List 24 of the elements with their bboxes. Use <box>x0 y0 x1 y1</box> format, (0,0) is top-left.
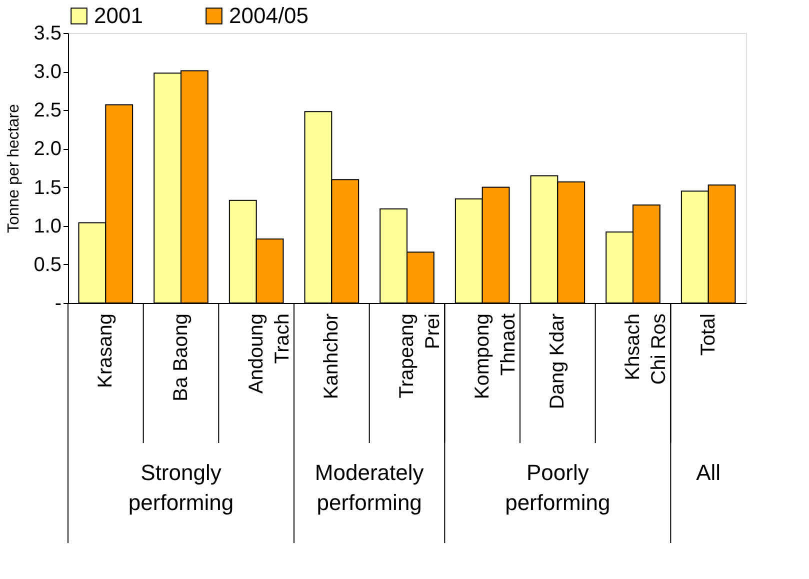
y-tick-label: 3.5 <box>34 22 62 44</box>
y-tick-label: 0.5 <box>34 254 62 276</box>
x-tick-label: Trapeang Prei <box>396 314 444 398</box>
x-tick-label: Kompong Thnaot <box>471 313 520 400</box>
text: All <box>696 460 721 485</box>
legend-label: 2004/05 <box>229 3 309 28</box>
y-tick-label: 2.0 <box>34 138 62 160</box>
x-tick-label: Krasang <box>94 314 117 388</box>
y-tick-label: 2.5 <box>34 100 62 122</box>
text: Strongly performing <box>128 460 234 515</box>
x-tick-label: Dang Kdar <box>546 313 569 410</box>
y-axis-title: Tonne per hectare <box>6 104 23 233</box>
y-tick-label: 1.0 <box>34 215 62 238</box>
y-tick-label: 3.0 <box>34 61 62 84</box>
y-tick-label: - <box>54 292 62 314</box>
x-tick-label: Andoung Trach <box>245 314 294 394</box>
x-tick-label: Total <box>697 314 720 356</box>
x-tick-label: Kanhchor <box>320 313 343 400</box>
text: Poorly performing <box>505 460 610 515</box>
x-tick-label: Ba Baong <box>170 314 192 402</box>
x-tick-label: Khsach Chi Ros <box>622 314 670 385</box>
text: Moderately performing <box>314 460 424 515</box>
y-tick-label: 1.5 <box>34 176 62 199</box>
legend-label: 2001 <box>94 3 143 28</box>
